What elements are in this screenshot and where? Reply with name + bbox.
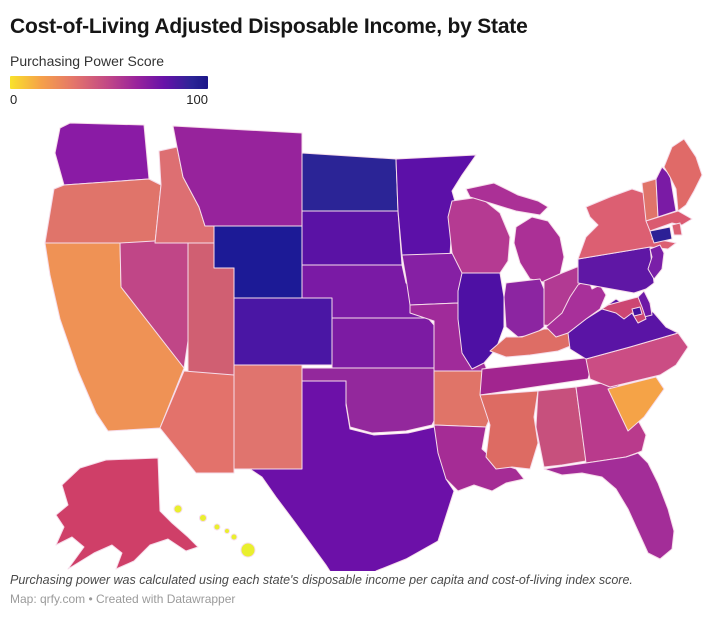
state-or[interactable]: Oregon [44, 178, 162, 244]
page: Cost-of-Living Adjusted Disposable Incom… [10, 15, 710, 606]
us-choropleth-map: WashingtonOregonCaliforniaNevadaIdahoMon… [44, 122, 703, 571]
state-in[interactable]: Indiana [503, 278, 545, 338]
state-tx[interactable]: Texas [249, 380, 455, 571]
legend: Purchasing Power Score 0 100 [10, 53, 710, 107]
legend-max-label: 100 [186, 92, 208, 107]
state-me[interactable]: Maine [663, 138, 703, 212]
state-la[interactable]: Louisiana [433, 424, 525, 492]
state-dc[interactable]: District of Columbia [631, 306, 643, 317]
legend-ticks: 0 100 [10, 92, 208, 107]
state-co[interactable]: Colorado [233, 297, 333, 366]
state-nm[interactable]: New Mexico [233, 364, 303, 470]
state-sd[interactable]: South Dakota [301, 210, 403, 266]
state-fl[interactable]: Florida [543, 452, 675, 560]
legend-gradient-bar [10, 76, 208, 89]
state-il[interactable]: Illinois [457, 272, 505, 370]
page-title: Cost-of-Living Adjusted Disposable Incom… [10, 15, 528, 38]
footnote: Purchasing power was calculated using ea… [10, 573, 633, 587]
attribution: Map: qrfy.com • Created with Datawrapper [10, 592, 236, 606]
state-ct[interactable]: Connecticut [649, 226, 673, 244]
state-ms[interactable]: Mississippi [479, 390, 539, 470]
state-nh[interactable]: New Hampshire [655, 166, 677, 218]
state-nd[interactable]: North Dakota [301, 152, 399, 212]
state-md[interactable]: Maryland [601, 296, 647, 324]
legend-label: Purchasing Power Score [10, 53, 165, 69]
state-ak[interactable]: Alaska [55, 457, 199, 570]
state-ks[interactable]: Kansas [331, 317, 439, 369]
state-az[interactable]: Arizona [159, 370, 235, 474]
state-wi[interactable]: Wisconsin [447, 196, 511, 274]
state-tn[interactable]: Tennessee [479, 356, 595, 396]
footer: Purchasing power was calculated using ea… [10, 573, 710, 606]
states-layer: WashingtonOregonCaliforniaNevadaIdahoMon… [44, 122, 703, 571]
state-hi[interactable]: Hawaii [173, 504, 256, 558]
legend-min-label: 0 [10, 92, 18, 107]
state-wa[interactable]: Washington [54, 122, 150, 186]
state-ri[interactable]: Rhode Island [671, 222, 683, 236]
state-nj[interactable]: New Jersey [647, 244, 665, 280]
state-sc[interactable]: South Carolina [607, 376, 665, 432]
